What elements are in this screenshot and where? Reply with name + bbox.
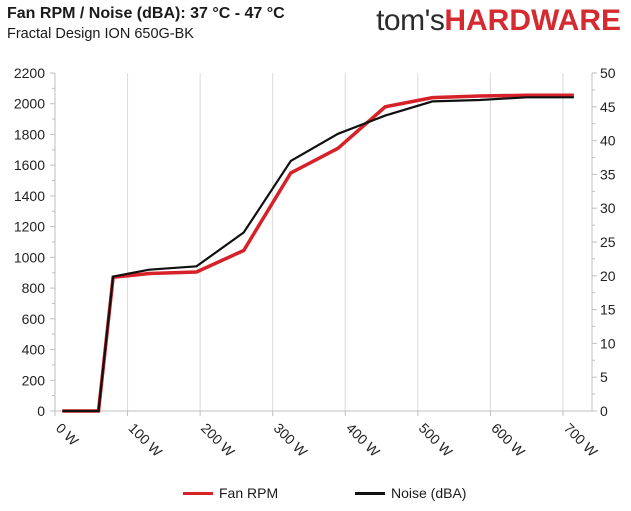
y-right-tick-label: 25 (600, 234, 616, 250)
x-tick-label: 700 W (561, 420, 601, 460)
y-left-tick-label: 1000 (14, 249, 45, 265)
y-right-tick-label: 30 (600, 200, 616, 216)
y-left-tick-label: 2200 (14, 65, 45, 81)
legend-swatch-noise (355, 491, 385, 495)
y-left-tick-label: 1200 (14, 219, 45, 235)
y-right-tick-label: 45 (600, 99, 616, 115)
chart-title: Fan RPM / Noise (dBA): 37 °C - 47 °C (7, 5, 285, 22)
y-left-tick-label: 1600 (14, 157, 45, 173)
x-tick-label: 100 W (125, 420, 165, 460)
x-tick-label: 600 W (488, 420, 528, 460)
noise-line (62, 96, 574, 413)
grid-layer (127, 73, 564, 411)
legend-item-noise: Noise (dBA) (355, 485, 466, 501)
toms-hardware-logo: tom'sHARDWARE (376, 4, 621, 38)
y-left-tick-label: 1400 (14, 188, 45, 204)
y-right-tick-label: 5 (600, 369, 608, 385)
y-right-tick-label: 40 (600, 133, 616, 149)
y-right-tick-label: 10 (600, 335, 616, 351)
y-left-tick-label: 1800 (14, 126, 45, 142)
y-right-tick-label: 15 (600, 302, 616, 318)
y-right-tick-label: 0 (600, 403, 608, 419)
logo-hardware-text: HARDWARE (444, 4, 621, 37)
chart-subtitle: Fractal Design ION 650G-BK (7, 26, 194, 42)
y-left-tick-label: 0 (37, 403, 45, 419)
y-right-tick-label: 35 (600, 166, 616, 182)
legend-item-fan-rpm: Fan RPM (183, 485, 278, 501)
tick-label-layer: 0200400600800100012001400160018002000220… (14, 65, 616, 460)
fan-rpm-line (62, 93, 574, 413)
y-right-tick-label: 50 (600, 65, 616, 81)
legend-label-fan-rpm: Fan RPM (219, 485, 279, 501)
x-tick-label: 500 W (416, 420, 456, 460)
logo-toms-text: tom's (376, 4, 445, 37)
legend-swatch-fan-rpm (183, 491, 213, 495)
x-tick-label: 200 W (198, 420, 238, 460)
y-left-tick-label: 2000 (14, 96, 45, 112)
y-left-tick-label: 600 (22, 311, 46, 327)
y-left-tick-label: 200 (22, 372, 46, 388)
y-left-tick-label: 400 (22, 342, 46, 358)
y-right-tick-label: 20 (600, 268, 616, 284)
y-left-tick-label: 800 (22, 280, 46, 296)
x-tick-label: 400 W (343, 420, 383, 460)
legend: Fan RPM Noise (dBA) (0, 485, 631, 505)
series-layer (62, 93, 574, 413)
x-tick-label: 300 W (271, 420, 311, 460)
axis-layer (50, 72, 597, 416)
x-tick-label: 0 W (53, 420, 82, 449)
legend-label-noise: Noise (dBA) (391, 485, 467, 501)
